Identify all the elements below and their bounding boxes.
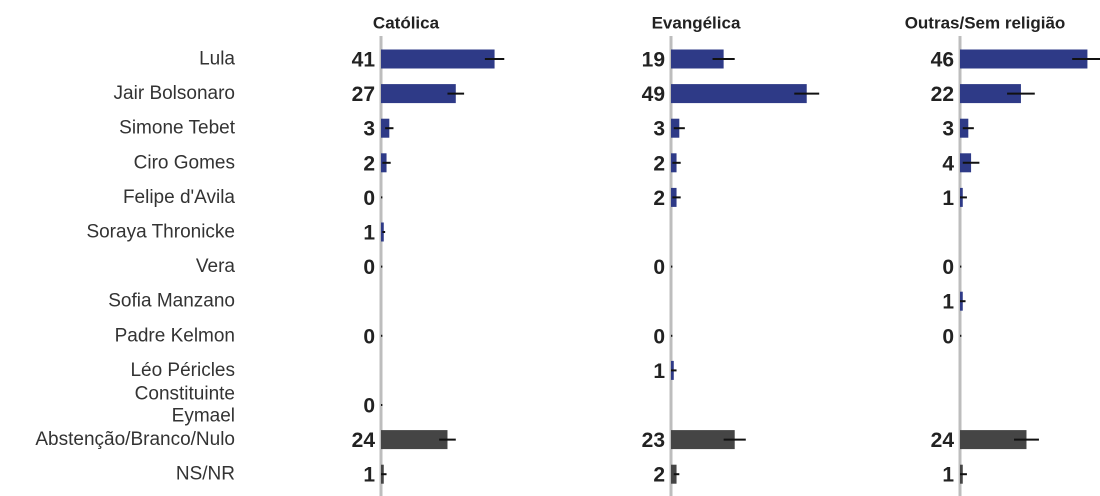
- value-label: 23: [642, 429, 665, 452]
- value-label: 41: [352, 49, 376, 72]
- value-label: 3: [942, 118, 954, 141]
- value-label: 0: [653, 325, 665, 348]
- bar: [671, 430, 735, 450]
- bar: [960, 84, 1021, 104]
- category-label: Sofia Manzano: [108, 291, 235, 312]
- value-label: 1: [653, 360, 665, 383]
- value-label: 1: [942, 187, 954, 210]
- category-label: Simone Tebet: [119, 118, 236, 139]
- value-label: 0: [363, 187, 375, 210]
- panel-title: Outras/Sem religião: [905, 14, 1066, 33]
- value-label: 2: [653, 187, 665, 210]
- bar: [671, 84, 807, 104]
- bar: [960, 430, 1027, 450]
- value-label: 19: [642, 49, 665, 72]
- value-label: 0: [363, 256, 375, 279]
- panel-title: Católica: [373, 14, 440, 33]
- category-label: Vera: [196, 256, 236, 277]
- value-label: 3: [653, 118, 665, 141]
- bar: [671, 49, 724, 69]
- value-label: 1: [942, 464, 954, 487]
- category-label: Jair Bolsonaro: [114, 83, 235, 104]
- category-label: Lula: [199, 49, 235, 70]
- value-label: 49: [642, 83, 665, 106]
- value-label: 3: [363, 118, 375, 141]
- category-label: NS/NR: [176, 464, 235, 485]
- value-label: 1: [363, 464, 375, 487]
- category-label: Felipe d'Avila: [123, 187, 235, 208]
- category-label: Léo Péricles: [130, 360, 235, 381]
- value-label: 27: [352, 83, 375, 106]
- category-label: Eymael: [172, 406, 235, 427]
- value-label: 24: [931, 429, 955, 452]
- value-label: 0: [653, 256, 665, 279]
- value-label: 0: [363, 325, 375, 348]
- value-label: 0: [363, 395, 375, 418]
- value-label: 1: [363, 222, 375, 245]
- value-label: 4: [942, 152, 954, 175]
- category-label: Ciro Gomes: [134, 152, 235, 173]
- bar: [960, 49, 1088, 69]
- category-label: Abstenção/Branco/Nulo: [35, 429, 235, 450]
- value-label: 2: [653, 464, 665, 487]
- value-label: 1: [942, 291, 954, 314]
- bar: [381, 49, 495, 69]
- value-label: 46: [931, 49, 954, 72]
- value-label: 24: [352, 429, 376, 452]
- category-label: Soraya Thronicke: [86, 222, 235, 243]
- panel-title: Evangélica: [652, 14, 741, 33]
- category-label: Constituinte: [135, 384, 235, 405]
- bar: [381, 84, 456, 104]
- value-label: 22: [931, 83, 954, 106]
- value-label: 0: [942, 256, 954, 279]
- bar: [381, 430, 448, 450]
- value-label: 2: [363, 152, 375, 175]
- value-label: 2: [653, 152, 665, 175]
- category-label: Padre Kelmon: [115, 325, 235, 346]
- value-label: 0: [942, 325, 954, 348]
